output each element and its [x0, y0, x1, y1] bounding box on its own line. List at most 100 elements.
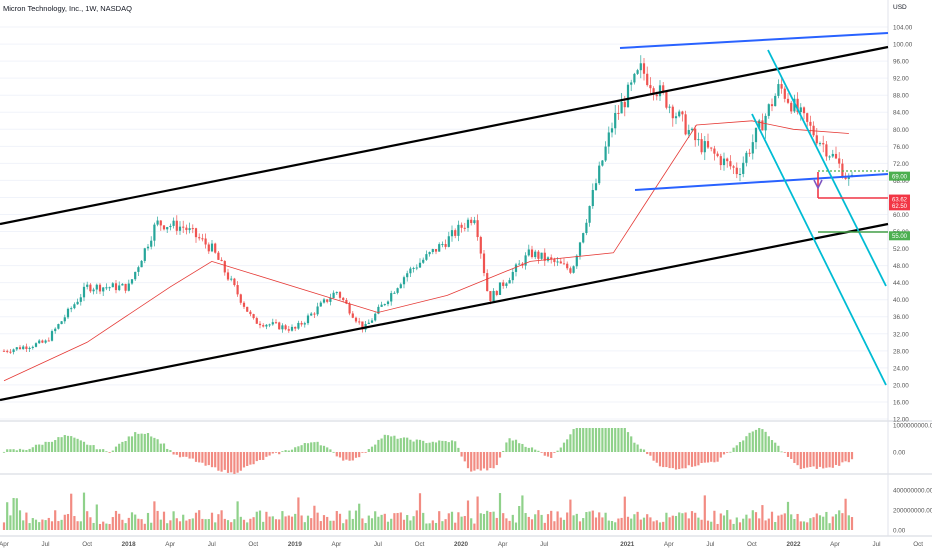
candle-body [748, 152, 751, 154]
volume-bar [316, 512, 319, 530]
candle-body [18, 347, 22, 350]
candle-body [255, 318, 258, 324]
oscillator-bar [562, 442, 566, 452]
candle-body [172, 220, 175, 226]
volume-bar [86, 511, 89, 530]
volume-bar [546, 514, 550, 530]
oscillator-bar [348, 452, 351, 461]
oscillator-bar [220, 452, 223, 472]
oscillator-bar [802, 452, 806, 469]
candle-body [198, 237, 201, 239]
x-tick-label: Apr [0, 541, 9, 548]
volume-bar [169, 520, 172, 530]
oscillator-bar [239, 452, 242, 471]
candle-body [828, 156, 831, 158]
candle-body [460, 224, 463, 228]
candle-body [610, 128, 614, 133]
oscillator-bar [658, 452, 662, 467]
oscillator-bar [143, 433, 146, 452]
volume-bar [294, 513, 297, 530]
volume-bar [511, 514, 514, 530]
candle-body [604, 146, 607, 161]
oscillator-bar [466, 452, 470, 469]
oscillator-bar [22, 449, 25, 452]
candle-body [386, 301, 390, 305]
candle-body [658, 85, 662, 97]
candle-body [143, 248, 146, 261]
volume-bar [578, 521, 582, 530]
x-tick-label: Apr [331, 541, 341, 548]
candle-body [335, 292, 338, 294]
oscillator-bar [732, 447, 735, 452]
volume-bar [6, 502, 9, 530]
candle-body [553, 259, 556, 263]
oscillator-bar [172, 452, 175, 455]
volume-bar [457, 512, 460, 530]
oscillator-bar [719, 452, 722, 458]
candle-body [732, 166, 735, 168]
candle-body [89, 284, 92, 292]
candle-body [31, 346, 34, 348]
volume-bar [265, 511, 268, 530]
candle-body [646, 73, 649, 86]
y-tick-label: 16.00 [893, 399, 909, 406]
candle-body [754, 127, 758, 143]
volume-bar [246, 522, 249, 530]
oscillator-bar [82, 441, 86, 452]
oscillator-bar [540, 452, 543, 453]
candle-body [137, 267, 140, 272]
y-tick-label: 44.00 [893, 280, 909, 287]
volume-bar [447, 513, 450, 530]
candle-body [114, 283, 118, 291]
oscillator-bar [671, 452, 674, 469]
volume-bar [76, 521, 79, 530]
candle-body [230, 278, 233, 280]
volume-bar [502, 513, 505, 530]
oscillator-bar [102, 449, 105, 452]
volume-bar [204, 519, 207, 530]
volume-bar [383, 513, 386, 530]
candle-body [415, 267, 418, 269]
oscillator-bar [345, 452, 348, 460]
volume-bar [386, 521, 390, 530]
oscillator-bar [390, 436, 393, 452]
volume-bar [207, 519, 210, 530]
candle-body [441, 244, 444, 246]
oscillator-bar [127, 436, 130, 452]
oscillator-bar [425, 443, 428, 452]
y-tick-label: 36.00 [893, 314, 909, 321]
candle-body [668, 106, 671, 108]
oscillator-bar [799, 452, 802, 470]
candle-body [690, 128, 694, 131]
oscillator-bar [588, 428, 591, 452]
oscillator-bar [438, 440, 441, 452]
candle-body [60, 321, 63, 325]
candle-body [329, 298, 332, 302]
oscillator-bar [182, 452, 185, 457]
oscillator-bar [246, 452, 249, 466]
candle-body [713, 148, 716, 154]
candle-body [41, 340, 44, 343]
oscillator-bar [700, 452, 703, 463]
candle-body [655, 94, 658, 97]
candle-body [735, 167, 738, 175]
volume-bar [278, 519, 281, 530]
oscillator-bar [326, 447, 329, 452]
volume-bar [774, 521, 777, 530]
candle-body [310, 313, 313, 316]
oscillator-bar [412, 441, 415, 452]
volume-bar [284, 516, 287, 530]
candle-body [447, 236, 450, 247]
oscillator-bar [582, 428, 585, 452]
oscillator-bar [159, 443, 162, 452]
oscillator-bar [249, 452, 252, 465]
candle-body [809, 121, 812, 126]
x-tick-label: Oct [248, 541, 258, 548]
volume-bar [82, 492, 86, 530]
oscillator-bar [242, 452, 246, 468]
oscillator-bar [713, 452, 716, 463]
candle-body [25, 346, 28, 350]
candle-body [303, 323, 306, 325]
oscillator-bar [617, 428, 620, 452]
